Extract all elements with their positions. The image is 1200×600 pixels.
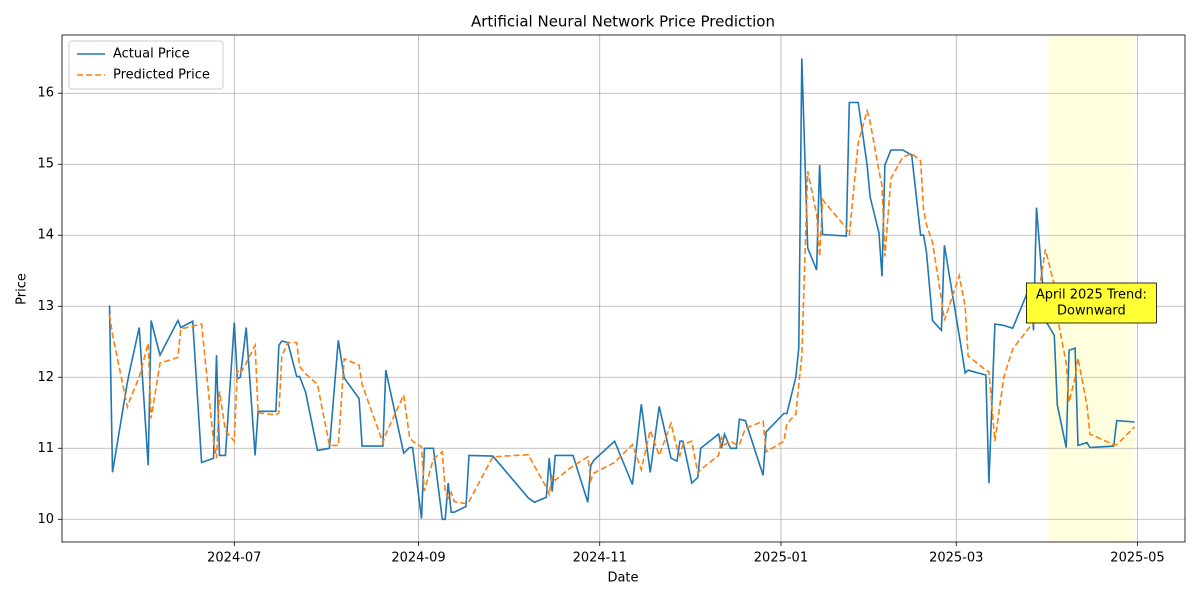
x-tick-label: 2024-07 bbox=[207, 551, 261, 566]
y-tick-label: 15 bbox=[37, 157, 54, 172]
x-axis-label: Date bbox=[607, 571, 638, 586]
y-axis-label: Price bbox=[15, 273, 30, 305]
y-tick-label: 14 bbox=[37, 228, 54, 243]
data-line bbox=[108, 108, 1136, 505]
annotation-box bbox=[1026, 282, 1157, 324]
y-tick-label: 10 bbox=[37, 512, 54, 527]
plot-frame bbox=[61, 34, 1186, 543]
chart-title: Artificial Neural Network Price Predicti… bbox=[471, 13, 775, 31]
y-tick-label: 13 bbox=[37, 299, 54, 314]
y-tick-label: 11 bbox=[37, 441, 54, 456]
x-tick-label: 2024-09 bbox=[391, 551, 445, 566]
legend-box bbox=[68, 40, 224, 90]
x-tick-label: 2025-01 bbox=[754, 551, 808, 566]
annotation-text: Downward bbox=[1057, 304, 1126, 319]
x-tick-label: 2025-05 bbox=[1110, 551, 1164, 566]
annotation-text: April 2025 Trend: bbox=[1036, 288, 1147, 303]
legend-label: Predicted Price bbox=[113, 68, 210, 83]
x-tick-label: 2024-11 bbox=[573, 551, 627, 566]
data-line bbox=[108, 58, 1135, 521]
y-tick-label: 12 bbox=[37, 370, 54, 385]
legend-label: Actual Price bbox=[113, 47, 190, 62]
y-tick-label: 16 bbox=[37, 86, 54, 101]
x-tick-label: 2025-03 bbox=[929, 551, 983, 566]
